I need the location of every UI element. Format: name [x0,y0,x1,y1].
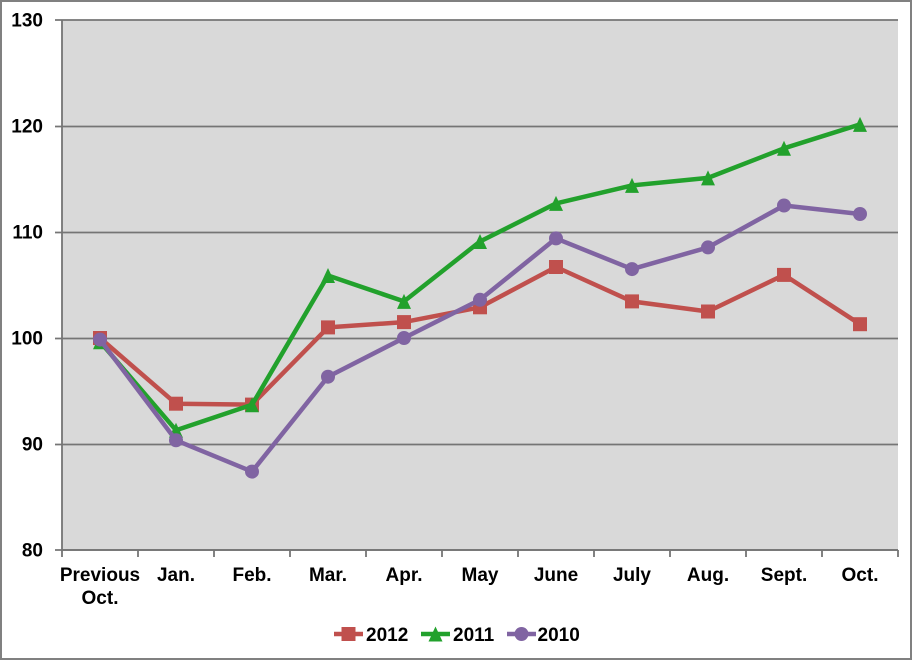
svg-text:July: July [613,565,651,586]
svg-text:Sept.: Sept. [761,565,807,586]
svg-text:120: 120 [11,117,43,138]
svg-text:Mar.: Mar. [309,565,347,586]
svg-text:Jan.: Jan. [157,565,195,586]
svg-text:2010: 2010 [538,625,580,646]
svg-text:Feb.: Feb. [232,565,271,586]
svg-text:June: June [534,565,578,586]
svg-text:Apr.: Apr. [386,565,423,586]
svg-text:110: 110 [12,223,43,244]
svg-text:Oct.: Oct. [82,588,119,609]
svg-text:2011: 2011 [453,625,495,646]
svg-text:80: 80 [22,541,43,562]
svg-text:May: May [462,565,499,586]
svg-text:Oct.: Oct. [842,565,879,586]
svg-text:2012: 2012 [366,625,408,646]
svg-text:Aug.: Aug. [687,565,729,586]
svg-text:100: 100 [11,329,43,350]
svg-text:Previous: Previous [60,565,140,586]
svg-text:90: 90 [22,435,43,456]
svg-text:130: 130 [11,11,43,32]
